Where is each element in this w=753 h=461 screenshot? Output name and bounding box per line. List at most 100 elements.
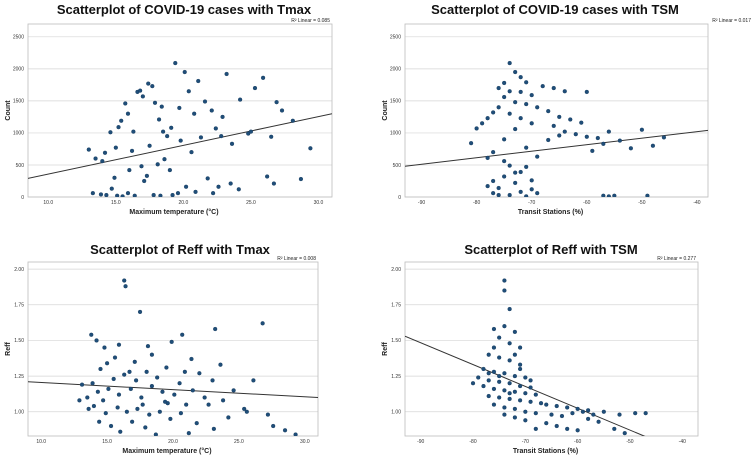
y-tick-label: 1.75 <box>14 303 24 309</box>
x-tick-label: -60 <box>574 439 581 445</box>
y-tick-label: 500 <box>16 163 25 169</box>
data-point <box>486 378 491 383</box>
data-point <box>186 89 191 94</box>
data-point <box>513 170 518 175</box>
data-point <box>481 366 486 372</box>
data-point <box>251 378 256 383</box>
data-point <box>568 117 573 122</box>
data-point <box>189 150 194 155</box>
data-point <box>529 93 534 98</box>
y-tick-label: 0 <box>398 195 401 201</box>
data-point <box>518 189 523 194</box>
data-point <box>101 398 106 403</box>
data-point <box>612 193 617 197</box>
data-point <box>507 111 512 116</box>
data-point <box>557 114 562 120</box>
data-point <box>90 191 95 196</box>
data-point <box>528 399 533 404</box>
data-point <box>189 356 194 362</box>
data-point <box>242 406 247 412</box>
data-point <box>580 409 585 414</box>
r2-annotation: R² Linear = 0.017 <box>712 18 751 24</box>
data-point <box>170 192 175 197</box>
y-tick-label: 2.00 <box>391 267 401 273</box>
data-point <box>127 369 132 374</box>
data-point <box>147 412 152 417</box>
data-point <box>643 411 648 416</box>
data-point <box>502 288 507 293</box>
data-point <box>159 104 164 109</box>
data-point <box>298 176 304 182</box>
data-point <box>538 401 544 406</box>
data-point <box>85 395 90 400</box>
data-point <box>469 141 474 146</box>
data-point <box>584 89 589 95</box>
fit-line <box>405 129 708 167</box>
data-point <box>586 408 591 413</box>
data-point <box>518 398 523 403</box>
data-point <box>491 191 496 196</box>
data-point <box>524 145 529 150</box>
data-point <box>213 126 218 131</box>
data-point <box>218 362 223 367</box>
data-point <box>491 402 497 407</box>
data-point <box>486 371 491 376</box>
data-point <box>271 181 277 186</box>
data-point <box>639 127 644 132</box>
data-point <box>158 193 163 197</box>
data-point <box>184 402 189 407</box>
data-point <box>229 141 235 146</box>
data-point <box>535 191 540 196</box>
data-point <box>579 120 584 125</box>
data-point <box>491 326 497 332</box>
data-point <box>513 69 518 75</box>
data-point <box>575 406 580 412</box>
data-point <box>512 415 517 420</box>
y-tick-label: 1.25 <box>391 374 401 380</box>
data-point <box>90 381 95 386</box>
data-point <box>145 344 151 349</box>
chart-c1: Scatterplot of COVID-19 cases with Tmax 0… <box>5 2 333 216</box>
data-point <box>143 425 148 430</box>
data-point <box>507 306 512 312</box>
data-point <box>94 338 99 343</box>
data-point <box>103 411 108 416</box>
data-point <box>533 426 538 431</box>
data-point <box>244 409 249 414</box>
data-point <box>502 94 507 100</box>
fit-line <box>405 335 646 436</box>
data-point <box>528 385 533 390</box>
data-point <box>622 431 627 436</box>
data-point <box>135 406 140 412</box>
data-point <box>206 402 211 407</box>
data-point <box>194 421 199 426</box>
data-point <box>502 80 507 86</box>
data-point <box>512 389 517 394</box>
data-point <box>124 409 129 414</box>
data-point <box>248 129 254 134</box>
data-point <box>586 416 591 421</box>
data-point <box>551 123 556 128</box>
data-point <box>226 415 231 420</box>
x-tick-label: -50 <box>626 439 633 445</box>
data-point <box>524 101 529 107</box>
x-tick-label: -70 <box>528 200 535 206</box>
data-point <box>491 150 496 155</box>
data-point <box>197 371 202 376</box>
data-point <box>213 326 218 332</box>
data-point <box>205 176 210 181</box>
data-point <box>139 164 144 169</box>
data-point <box>573 132 578 137</box>
data-point <box>127 167 132 173</box>
y-tick-label: 1.00 <box>391 410 401 416</box>
x-tick-label: 25.0 <box>234 439 244 445</box>
data-point <box>104 361 110 366</box>
data-point <box>118 429 123 434</box>
data-point <box>491 345 497 350</box>
data-point <box>491 369 497 374</box>
chart-c3: Scatterplot of Reff with Tmax 1.00 1.25 1.5… <box>5 242 319 455</box>
y-tick-label: 1500 <box>13 99 24 105</box>
data-point <box>133 378 139 383</box>
data-point <box>156 117 162 122</box>
data-point <box>144 173 149 178</box>
